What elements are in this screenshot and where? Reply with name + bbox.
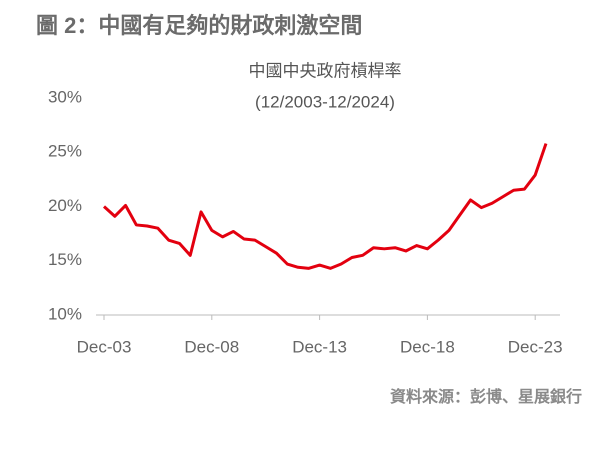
x-tick-label: Dec-08 xyxy=(184,337,239,356)
x-tick-label: Dec-13 xyxy=(292,337,347,356)
x-tick-label: Dec-23 xyxy=(508,337,563,356)
x-tick-label: Dec-03 xyxy=(77,337,132,356)
y-tick-label: 10% xyxy=(48,304,82,323)
chart-subtitle: (12/2003-12/2024) xyxy=(255,92,395,111)
y-tick-label: 15% xyxy=(48,250,82,269)
source-note: 資料來源：彭博、星展銀行 xyxy=(390,387,582,406)
x-tick-label: Dec-18 xyxy=(400,337,455,356)
data-line xyxy=(102,143,548,270)
chart-subtitle: 中國中央政府槓桿率 xyxy=(249,61,402,80)
y-tick-label: 25% xyxy=(48,142,82,161)
chart-title: 圖 2：中國有足夠的財政刺激空間 xyxy=(36,13,362,38)
y-tick-label: 30% xyxy=(48,87,82,106)
y-tick-label: 20% xyxy=(48,196,82,215)
